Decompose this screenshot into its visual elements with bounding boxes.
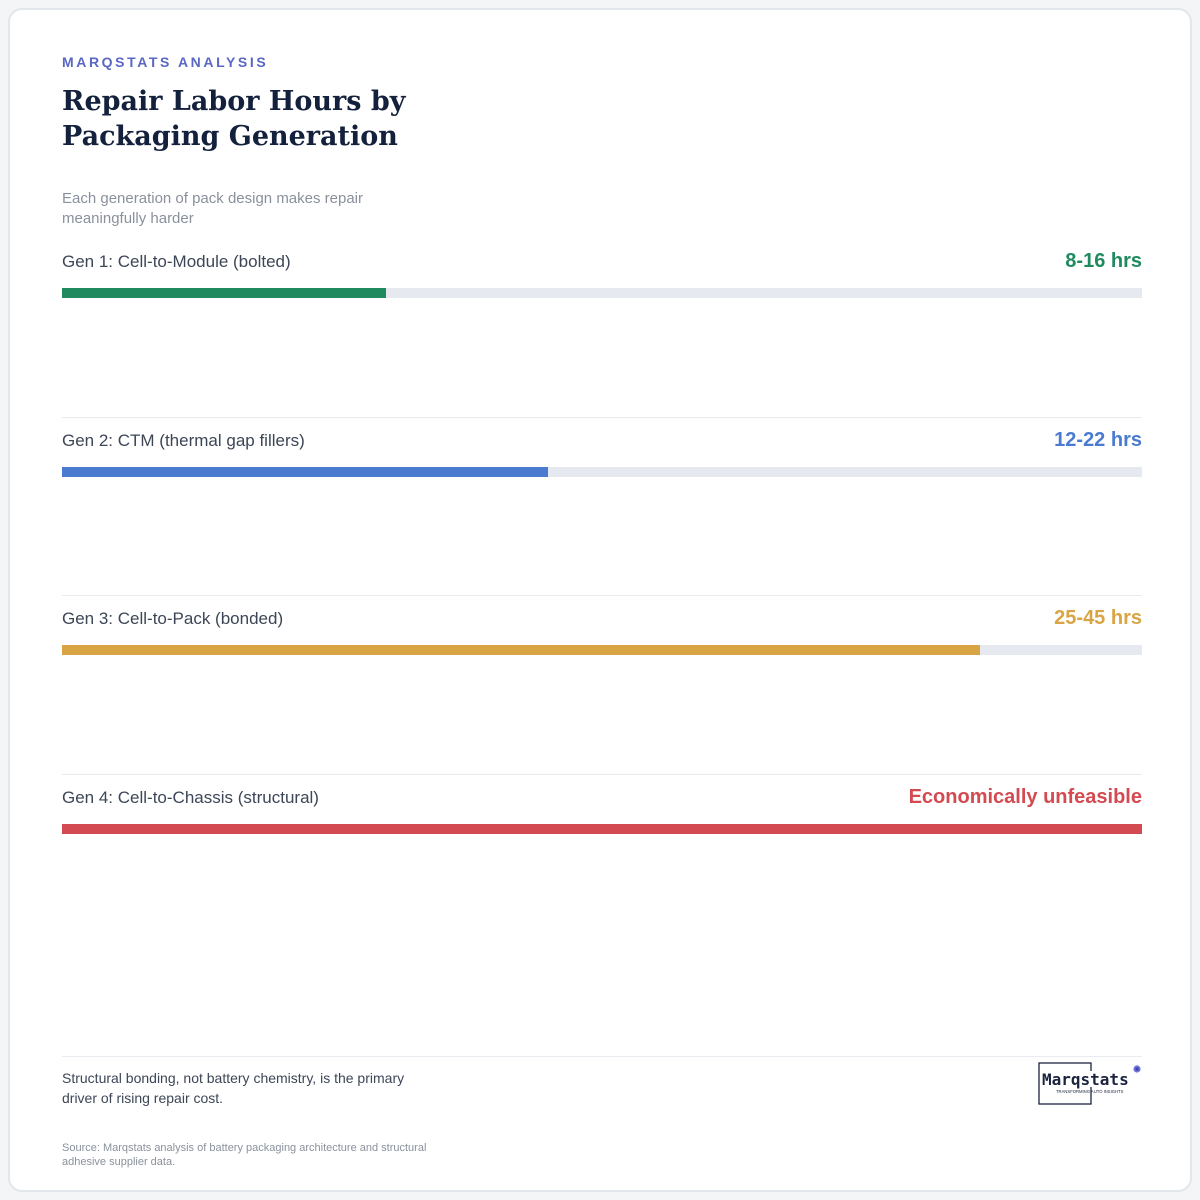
bar-fill: [62, 288, 386, 298]
value-label: 8-16 hrs: [1065, 250, 1142, 272]
category-label: Gen 4: Cell-to-Chassis (structural): [62, 788, 319, 807]
value-label: 25-45 hrs: [1054, 607, 1142, 629]
takeaway-note: Structural bonding, not battery chemistr…: [62, 1070, 405, 1106]
bar-fill: [62, 824, 1142, 834]
logo-dot-core-icon: [1135, 1067, 1139, 1071]
bar-fill: [62, 467, 548, 477]
eyebrow-label: MARQSTATS ANALYSIS: [62, 54, 269, 70]
source-note: Source: Marqstats analysis of battery pa…: [62, 1142, 427, 1168]
category-label: Gen 1: Cell-to-Module (bolted): [62, 252, 291, 271]
bar-track: [62, 645, 1142, 655]
bar-track: [62, 288, 1142, 298]
bar-track: [62, 824, 1142, 834]
bar-track: [62, 467, 1142, 477]
row-divider: [62, 774, 1142, 775]
value-label: 12-22 hrs: [1054, 429, 1142, 451]
value-label: Economically unfeasible: [908, 786, 1142, 808]
category-label: Gen 3: Cell-to-Pack (bonded): [62, 609, 284, 628]
marqstats-logo: Marqstats TRANSFORMING AUTO INSIGHTS: [1038, 1062, 1141, 1105]
bar-fill: [62, 645, 980, 655]
logo-wordmark: Marqstats: [1042, 1070, 1129, 1089]
logo-tagline: TRANSFORMING AUTO INSIGHTS: [1056, 1089, 1124, 1094]
category-label: Gen 2: CTM (thermal gap fillers): [62, 431, 305, 450]
logo-text-backdrop: [1041, 1071, 1141, 1087]
row-divider: [62, 595, 1142, 596]
footer-divider: [62, 1056, 1142, 1057]
chart-subtitle: Each generation of pack design makes rep…: [62, 190, 364, 227]
row-divider: [62, 417, 1142, 418]
chart-title: Repair Labor Hours by Packaging Generati…: [62, 86, 406, 152]
chart-card: MARQSTATS ANALYSIS Repair Labor Hours by…: [8, 8, 1192, 1192]
